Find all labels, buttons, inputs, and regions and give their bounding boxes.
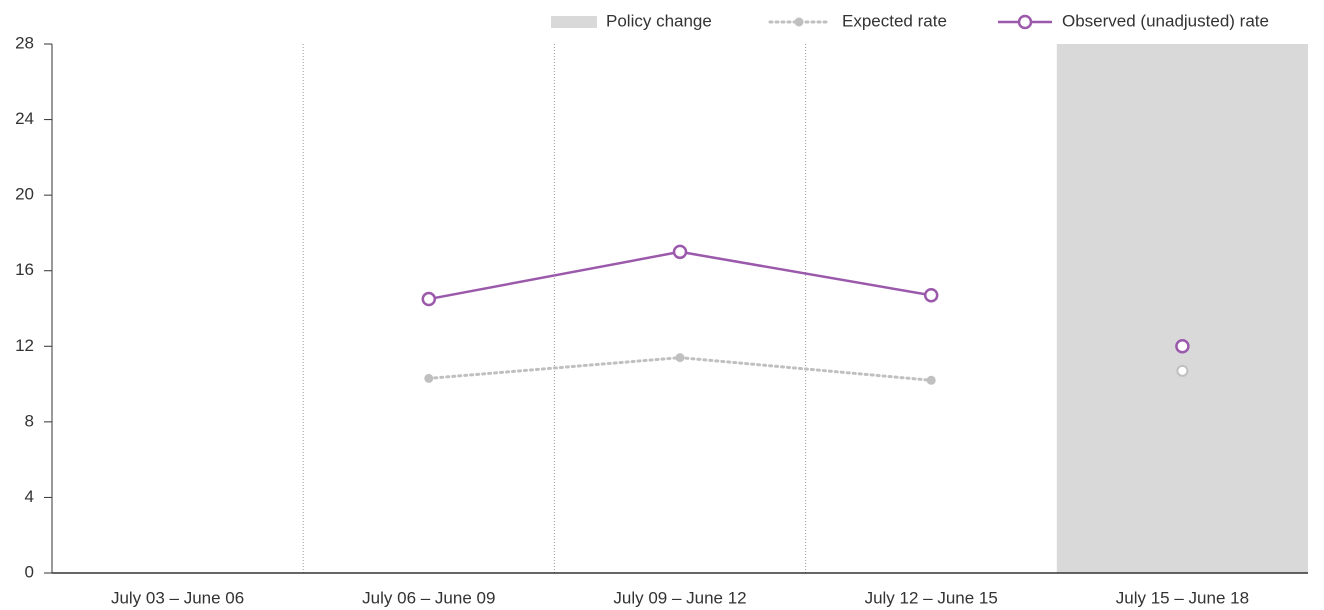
point (926, 375, 936, 385)
y-tick-label: 4 (25, 487, 34, 506)
y-tick-label: 12 (15, 336, 34, 355)
point (1176, 364, 1189, 377)
legend-swatch (551, 16, 597, 28)
x-tick-label: July 09 – June 12 (613, 588, 746, 607)
x-tick-label: July 15 – June 18 (1116, 588, 1249, 607)
point (424, 373, 434, 383)
point (421, 291, 437, 307)
x-tick-label: July 06 – June 09 (362, 588, 495, 607)
legend-swatch (1017, 14, 1033, 30)
legend-label: Observed (unadjusted) rate (1062, 11, 1269, 30)
legend-swatch (794, 17, 804, 27)
y-tick-label: 8 (25, 411, 34, 430)
policy-change-region (1056, 44, 1308, 573)
y-tick-label: 28 (15, 33, 34, 52)
point (1175, 339, 1190, 354)
y-tick-label: 0 (25, 562, 34, 581)
x-tick-label: July 12 – June 15 (865, 588, 998, 607)
point (675, 353, 685, 363)
point (672, 244, 688, 260)
y-tick-label: 20 (15, 185, 34, 204)
point (923, 288, 939, 303)
y-tick-label: 24 (15, 109, 34, 128)
legend-label: Policy change (606, 11, 712, 30)
x-tick-label: July 03 – June 06 (111, 588, 244, 607)
legend-label: Expected rate (842, 11, 947, 30)
y-tick-label: 16 (15, 260, 34, 279)
